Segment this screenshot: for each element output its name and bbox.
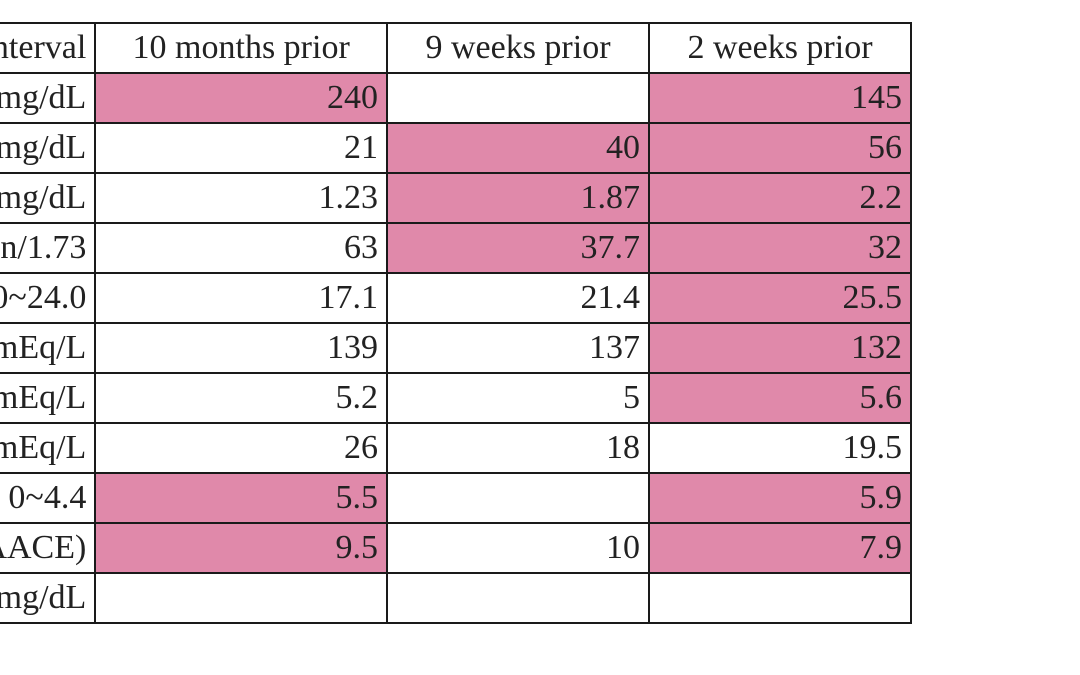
value-cell-9-weeks-prior xyxy=(386,572,650,624)
reference-interval-cell: 2 mEq/L xyxy=(0,372,97,424)
reference-interval-cell: 7 mg/dL xyxy=(0,122,97,174)
value-cell-2-weeks-prior: 5.6 xyxy=(647,372,913,424)
value-cell-10-months-prior: 17.1 xyxy=(94,272,388,324)
value-cell-10-months-prior: 9.5 xyxy=(94,522,388,574)
value-cell-2-weeks-prior: 32 xyxy=(647,222,913,274)
reference-interval-cell: 9 mEq/L xyxy=(0,422,97,474)
value-cell-2-weeks-prior xyxy=(647,572,913,624)
lab-results-body: 9 mg/dL2401457 mg/dL2140567 mg/dL1.231.8… xyxy=(0,72,913,624)
header-row: Interval 10 months prior 9 weeks prior 2… xyxy=(0,22,913,74)
reference-interval-cell: 4 mEq/L xyxy=(0,322,97,374)
value-cell-10-months-prior: 5.5 xyxy=(94,472,388,524)
value-cell-2-weeks-prior: 2.2 xyxy=(647,172,913,224)
reference-interval-cell: 0~4.4 xyxy=(0,472,97,524)
table-row: 0~4.4 5.5 5.9 xyxy=(0,472,913,524)
value-cell-2-weeks-prior: 5.9 xyxy=(647,472,913,524)
value-cell-9-weeks-prior: 40 xyxy=(386,122,650,174)
value-cell-2-weeks-prior: 7.9 xyxy=(647,522,913,574)
value-cell-2-weeks-prior: 56 xyxy=(647,122,913,174)
reference-interval-cell: 3 mg/dL xyxy=(0,572,97,624)
table-row: 0.0~24.017.121.425.5 xyxy=(0,272,913,324)
value-cell-2-weeks-prior: 19.5 xyxy=(647,422,913,474)
value-cell-2-weeks-prior: 132 xyxy=(647,322,913,374)
value-cell-9-weeks-prior xyxy=(386,72,650,124)
value-cell-9-weeks-prior: 10 xyxy=(386,522,650,574)
header-2-weeks-prior: 2 weeks prior xyxy=(647,22,913,74)
value-cell-10-months-prior: 139 xyxy=(94,322,388,374)
value-cell-9-weeks-prior: 137 xyxy=(386,322,650,374)
value-cell-9-weeks-prior: 1.87 xyxy=(386,172,650,224)
lab-results-table: Interval 10 months prior 9 weeks prior 2… xyxy=(0,22,913,624)
header-reference-interval: Interval xyxy=(0,22,97,74)
value-cell-10-months-prior: 5.2 xyxy=(94,372,388,424)
value-cell-9-weeks-prior xyxy=(386,472,650,524)
reference-interval-cell: 0.0~24.0 xyxy=(0,272,97,324)
value-cell-2-weeks-prior: 145 xyxy=(647,72,913,124)
value-cell-10-months-prior: 1.23 xyxy=(94,172,388,224)
value-cell-10-months-prior: 240 xyxy=(94,72,388,124)
reference-interval-cell: % (AACE) xyxy=(0,522,97,574)
value-cell-10-months-prior: 26 xyxy=(94,422,388,474)
reference-interval-cell: 9 mg/dL xyxy=(0,72,97,124)
table-row: 3 mg/dL xyxy=(0,572,913,624)
header-9-weeks-prior: 9 weeks prior xyxy=(386,22,650,74)
value-cell-10-months-prior xyxy=(94,572,388,624)
value-cell-9-weeks-prior: 21.4 xyxy=(386,272,650,324)
table-row: 7 mg/dL1.231.872.2 xyxy=(0,172,913,224)
value-cell-10-months-prior: 63 xyxy=(94,222,388,274)
reference-interval-cell: nin/1.73 xyxy=(0,222,97,274)
header-10-months-prior: 10 months prior xyxy=(94,22,388,74)
reference-interval-cell: 7 mg/dL xyxy=(0,172,97,224)
value-cell-9-weeks-prior: 37.7 xyxy=(386,222,650,274)
value-cell-9-weeks-prior: 5 xyxy=(386,372,650,424)
table-row: 2 mEq/L5.255.6 xyxy=(0,372,913,424)
value-cell-9-weeks-prior: 18 xyxy=(386,422,650,474)
value-cell-2-weeks-prior: 25.5 xyxy=(647,272,913,324)
value-cell-10-months-prior: 21 xyxy=(94,122,388,174)
